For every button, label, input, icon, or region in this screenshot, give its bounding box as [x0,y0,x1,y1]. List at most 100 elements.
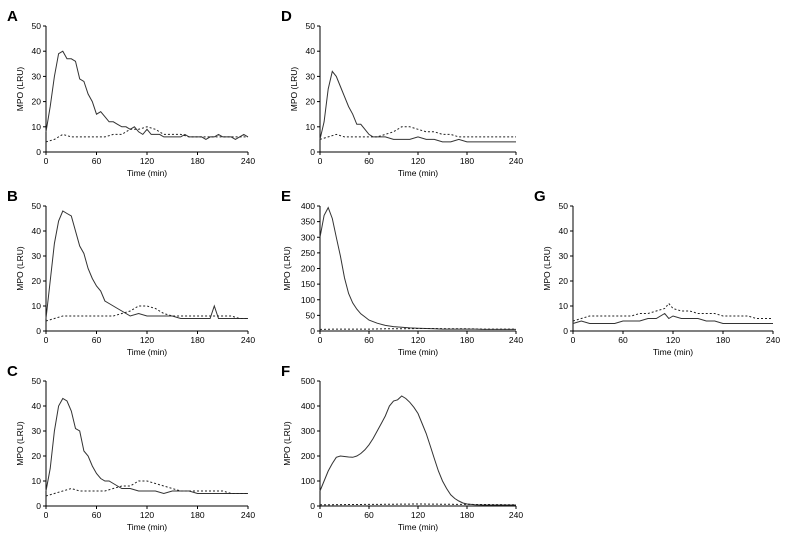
panel-letter: F [281,363,290,380]
x-tick-label: 240 [509,335,523,345]
y-tick-label: 20 [32,97,42,107]
y-tick-label: 40 [32,46,42,56]
x-tick-label: 0 [44,156,49,166]
series-line-solid [319,70,516,143]
y-tick-label: 0 [310,501,315,511]
series-line-dashed [45,305,248,322]
x-tick-label: 180 [190,335,204,345]
x-tick-label: 60 [92,335,102,345]
x-axis-title: Time (min) [398,522,438,532]
x-tick-label: 180 [716,335,730,345]
x-tick-label: 180 [460,335,474,345]
y-tick-label: 150 [301,279,315,289]
x-axis-title: Time (min) [127,522,167,532]
panel-letter: E [281,188,291,205]
y-tick-label: 0 [36,501,41,511]
series-line-solid [319,395,516,506]
y-tick-label: 20 [32,276,42,286]
y-tick-label: 200 [301,451,315,461]
chart-panel-a: A 0 10 20 30 40 50 0 60 120 180 240 Time (min) MPO (L… [7,8,255,178]
x-tick-label: 120 [140,156,154,166]
y-tick-label: 400 [301,401,315,411]
y-tick-label: 50 [559,201,569,211]
series-line-solid [572,312,773,324]
panel-letter: D [281,8,292,25]
x-tick-label: 60 [92,156,102,166]
series-line-solid [45,50,249,140]
y-tick-label: 250 [301,248,315,258]
y-tick-label: 300 [301,232,315,242]
y-axis-title: MPO (LRU) [542,246,552,291]
y-tick-label: 40 [32,401,42,411]
series-line-dashed [45,126,248,143]
y-tick-label: 10 [306,122,316,132]
x-axis-title: Time (min) [127,347,167,357]
panel-letter: B [7,188,18,205]
x-tick-label: 240 [509,510,523,520]
x-tick-label: 0 [318,510,323,520]
panel-letter: G [534,188,546,205]
y-tick-label: 40 [559,226,569,236]
y-tick-label: 0 [36,326,41,336]
x-tick-label: 120 [411,510,425,520]
y-tick-label: 30 [32,426,42,436]
y-tick-label: 0 [310,147,315,157]
y-tick-label: 40 [306,46,316,56]
x-tick-label: 60 [364,156,374,166]
y-tick-label: 0 [310,326,315,336]
y-tick-label: 400 [301,201,315,211]
x-tick-label: 180 [460,510,474,520]
chart-panel-d: D 0 10 20 30 40 50 0 60 120 180 240 Time (min) MPO (L… [281,8,523,178]
x-axis-title: Time (min) [653,347,693,357]
x-tick-label: 120 [140,510,154,520]
y-axis-title: MPO (LRU) [282,421,292,466]
y-tick-label: 10 [32,476,42,486]
y-tick-label: 20 [32,451,42,461]
y-tick-label: 20 [559,276,569,286]
y-tick-label: 50 [306,310,316,320]
chart-panel-b: B 0 10 20 30 40 50 0 60 120 180 240 Time (min) MPO (L… [7,188,255,357]
panel-letter: C [7,363,18,380]
y-tick-label: 20 [306,97,316,107]
y-tick-label: 50 [32,201,42,211]
x-tick-label: 60 [618,335,628,345]
y-axis-title: MPO (LRU) [15,421,25,466]
panel-letter: A [7,8,18,25]
y-tick-label: 100 [301,476,315,486]
y-tick-label: 300 [301,426,315,436]
x-tick-label: 60 [364,510,374,520]
y-axis-title: MPO (LRU) [289,67,299,112]
x-tick-label: 120 [411,335,425,345]
series-line-dashed [319,503,517,506]
series-line-solid [319,206,516,330]
y-axis-title: MPO (LRU) [15,246,25,291]
x-tick-label: 120 [411,156,425,166]
x-tick-label: 240 [509,156,523,166]
y-tick-label: 30 [559,251,569,261]
y-tick-label: 10 [32,301,42,311]
y-tick-label: 50 [32,376,42,386]
x-tick-label: 120 [666,335,680,345]
x-tick-label: 240 [241,510,255,520]
chart-panel-g: G 0 10 20 30 40 50 0 60 120 180 240 Time (min) MPO (L… [534,188,780,357]
y-tick-label: 0 [563,326,568,336]
y-tick-label: 50 [306,21,316,31]
x-tick-label: 0 [318,156,323,166]
x-tick-label: 240 [241,335,255,345]
x-tick-label: 240 [241,156,255,166]
chart-panel-c: C 0 10 20 30 40 50 0 60 120 180 240 Time (min) MPO (L… [7,363,255,532]
y-tick-label: 0 [36,147,41,157]
series-line-dashed [319,328,516,330]
series-line-solid [45,210,248,319]
y-tick-label: 40 [32,226,42,236]
y-axis-title: MPO (LRU) [15,67,25,112]
y-tick-label: 350 [301,217,315,227]
series-line-dashed [319,126,516,140]
y-tick-label: 30 [306,71,316,81]
x-tick-label: 60 [364,335,374,345]
series-line-dashed [572,302,773,322]
x-tick-label: 0 [44,510,49,520]
x-tick-label: 0 [571,335,576,345]
x-tick-label: 180 [190,510,204,520]
x-tick-label: 60 [92,510,102,520]
